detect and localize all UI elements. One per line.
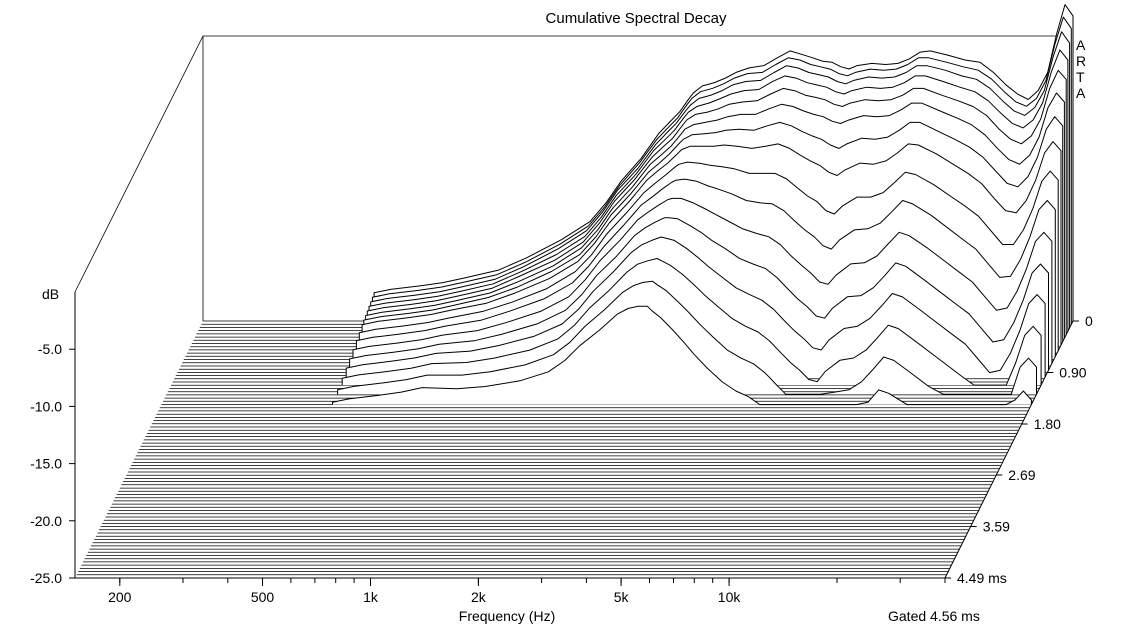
decay-slice-line bbox=[365, 92, 1065, 339]
y-axis-title: dB bbox=[42, 286, 59, 302]
decay-slice-line bbox=[355, 178, 1056, 357]
decay-slice-line bbox=[358, 161, 1059, 351]
logo-letter: A bbox=[1076, 85, 1086, 101]
decay-slice-line bbox=[373, 4, 1074, 321]
time-tick-label: 0 bbox=[1085, 313, 1093, 329]
x-tick-label: 500 bbox=[251, 589, 275, 605]
decay-slice-line bbox=[352, 197, 1053, 364]
decay-slice-line bbox=[337, 280, 1037, 395]
logo-letter: R bbox=[1076, 53, 1086, 69]
logo-letter: T bbox=[1076, 69, 1085, 85]
decay-slice-line bbox=[332, 305, 1032, 406]
y-tick-label: -20.0 bbox=[30, 513, 62, 529]
time-tick-label: 1.80 bbox=[1034, 416, 1061, 432]
decay-slice-line bbox=[341, 258, 1042, 386]
time-tick-label: 3.59 bbox=[983, 519, 1010, 535]
y-tick-label: -15.0 bbox=[30, 456, 62, 472]
time-axis-line bbox=[944, 320, 1074, 579]
decay-slice-line bbox=[349, 217, 1049, 371]
decay-slices bbox=[75, 4, 1074, 579]
x-tick-label: 10k bbox=[718, 589, 742, 605]
decay-slice-line bbox=[371, 16, 1072, 325]
x-tick-label: 200 bbox=[108, 589, 132, 605]
time-tick-label: 2.69 bbox=[1008, 467, 1035, 483]
logo-letter: A bbox=[1076, 37, 1086, 53]
decay-slice-line bbox=[363, 116, 1064, 342]
decay-slice-fill bbox=[337, 281, 1037, 395]
x-tick-label: 1k bbox=[363, 589, 379, 605]
axes: -5.0 -10.0 -15.0 -20.0 -25.0 200 500 1k 2k 5k 10k 0… bbox=[30, 313, 1093, 605]
decay-slice-line bbox=[361, 141, 1062, 345]
gate-note: Gated 4.56 ms bbox=[888, 608, 980, 624]
y-tick-label: -25.0 bbox=[30, 570, 62, 586]
decay-slice-line bbox=[366, 69, 1067, 335]
y-tick-label: -5.0 bbox=[38, 341, 62, 357]
x-axis-title: Frequency (Hz) bbox=[459, 608, 555, 624]
y-tick-label: -10.0 bbox=[30, 398, 62, 414]
time-tick-label: 0.90 bbox=[1059, 365, 1086, 381]
chart-title: Cumulative Spectral Decay bbox=[546, 10, 727, 27]
decay-slice-line bbox=[370, 31, 1071, 328]
decay-slice-line bbox=[368, 49, 1069, 332]
x-tick-label: 2k bbox=[471, 589, 487, 605]
decay-slice-fill bbox=[332, 306, 1032, 405]
decay-slice-line bbox=[345, 236, 1046, 378]
time-tick-label: 4.49 ms bbox=[957, 570, 1007, 586]
x-tick-label: 5k bbox=[614, 589, 630, 605]
